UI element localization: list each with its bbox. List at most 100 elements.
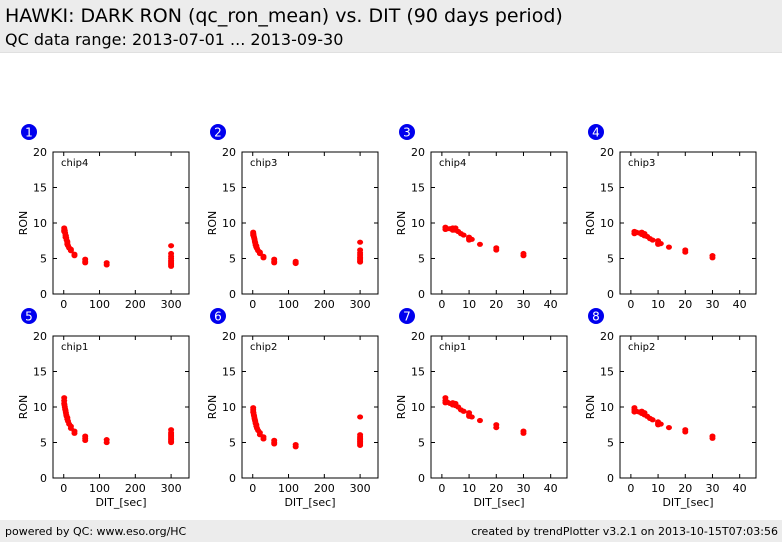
x-tick-label: 20: [489, 298, 503, 311]
x-tick-label: 0: [438, 298, 445, 311]
y-tick-label: 20: [600, 330, 614, 343]
y-axis-label: RON: [17, 395, 30, 420]
x-tick-label: 30: [705, 482, 719, 495]
page-header: HAWKI: DARK RON (qc_ron_mean) vs. DIT (9…: [0, 0, 782, 53]
x-axis-label: DIT_[sec]: [473, 496, 524, 509]
y-tick-label: 0: [418, 288, 425, 301]
data-point: [649, 237, 656, 243]
y-tick-label: 15: [222, 366, 236, 379]
data-point: [357, 239, 364, 245]
data-point: [520, 430, 527, 436]
y-tick-label: 5: [229, 437, 236, 450]
data-point: [657, 240, 664, 247]
panel-number: 3: [403, 126, 411, 140]
data-point: [493, 424, 500, 431]
y-tick-label: 20: [222, 330, 236, 343]
x-tick-label: 30: [516, 298, 530, 311]
data-point: [103, 439, 110, 446]
data-point: [682, 429, 689, 435]
panel-number-badge: [21, 124, 37, 140]
y-tick-label: 15: [600, 182, 614, 195]
x-axis-label: DIT_[sec]: [95, 496, 146, 509]
y-tick-label: 10: [600, 401, 614, 414]
data-point: [67, 248, 74, 254]
y-tick-label: 20: [411, 146, 425, 159]
panel-number-badge: [210, 124, 226, 140]
data-point: [71, 430, 78, 436]
panel-number: 2: [214, 126, 222, 140]
data-point: [103, 262, 110, 268]
y-tick-label: 20: [33, 146, 47, 159]
data-point: [82, 437, 89, 443]
y-tick-label: 15: [600, 366, 614, 379]
data-point: [476, 417, 483, 424]
plot-frame: [52, 151, 190, 295]
plot-frame: [619, 335, 757, 479]
data-point: [665, 424, 672, 431]
data-point: [168, 243, 175, 249]
data-point: [649, 417, 656, 423]
x-tick-label: 20: [678, 482, 692, 495]
y-tick-label: 5: [607, 253, 614, 266]
x-tick-label: 300: [350, 298, 371, 311]
data-point: [260, 436, 267, 442]
y-axis-label: RON: [584, 211, 597, 236]
scatter-panel-4: 0 5 10 15 20 0 10 20 30 40 RON chip3 4: [584, 124, 757, 311]
x-axis-label: DIT_[sec]: [662, 496, 713, 509]
data-point: [168, 263, 175, 269]
plot-frame: [241, 151, 379, 295]
y-axis-label: RON: [395, 211, 408, 236]
y-tick-label: 15: [411, 366, 425, 379]
x-tick-label: 100: [89, 298, 110, 311]
panel-number: 4: [592, 126, 600, 140]
y-axis-label: RON: [206, 395, 219, 420]
y-tick-label: 0: [607, 472, 614, 485]
y-tick-label: 0: [418, 472, 425, 485]
panel-number-badge: [399, 124, 415, 140]
data-point: [357, 414, 364, 420]
x-tick-label: 300: [161, 482, 182, 495]
y-axis-label: RON: [395, 395, 408, 420]
y-tick-label: 15: [33, 182, 47, 195]
x-tick-label: 30: [516, 482, 530, 495]
chip-label: chip2: [628, 342, 655, 353]
chip-label: chip2: [250, 342, 277, 353]
x-tick-label: 20: [489, 482, 503, 495]
data-point: [682, 249, 689, 255]
x-tick-label: 200: [125, 482, 146, 495]
chip-label: chip4: [61, 158, 88, 169]
plot-frame: [619, 151, 757, 295]
data-point: [709, 435, 716, 441]
data-point: [82, 260, 89, 266]
y-tick-label: 10: [33, 401, 47, 414]
y-tick-label: 20: [33, 330, 47, 343]
chip-label: chip3: [250, 158, 277, 169]
x-tick-label: 40: [733, 298, 747, 311]
x-tick-label: 10: [651, 482, 665, 495]
y-tick-label: 15: [33, 366, 47, 379]
y-tick-label: 15: [222, 182, 236, 195]
x-tick-label: 200: [125, 298, 146, 311]
scatter-panel-7: 0 5 10 15 20 0 10 20 30 40 RON DIT_[sec] chip1 7: [395, 308, 568, 509]
panel-number-badge: [210, 308, 226, 324]
page-title: HAWKI: DARK RON (qc_ron_mean) vs. DIT (9…: [5, 5, 563, 27]
y-tick-label: 0: [229, 288, 236, 301]
plot-frame: [430, 151, 568, 295]
x-tick-label: 0: [438, 482, 445, 495]
y-tick-label: 5: [418, 437, 425, 450]
data-point: [357, 442, 364, 448]
panel-number: 7: [403, 310, 411, 324]
data-point: [460, 408, 467, 414]
data-point: [71, 253, 78, 259]
y-tick-label: 20: [411, 330, 425, 343]
y-tick-label: 0: [607, 288, 614, 301]
chip-label: chip3: [628, 158, 655, 169]
y-tick-label: 10: [33, 217, 47, 230]
panel-number-badge: [588, 124, 604, 140]
x-tick-label: 0: [249, 482, 256, 495]
chip-label: chip1: [439, 342, 466, 353]
x-tick-label: 200: [314, 482, 335, 495]
y-tick-label: 15: [411, 182, 425, 195]
